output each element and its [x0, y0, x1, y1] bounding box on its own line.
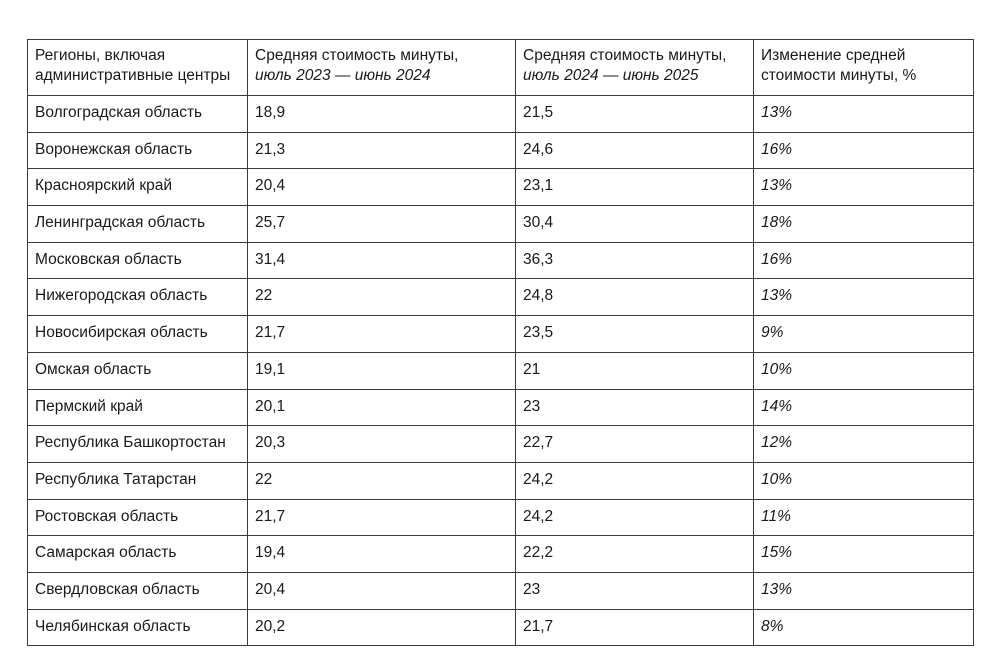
cell-change: 9%	[753, 315, 974, 353]
cell-price-2023: 21,7	[247, 498, 516, 537]
cell-price-2023: 22	[247, 461, 516, 500]
cell-region: Республика Татарстан	[27, 461, 248, 500]
cell-price-2024: 21,5	[515, 95, 754, 133]
table-row: Нижегородская область 22 24,8 13%	[27, 278, 974, 317]
cell-region: Ростовская область	[27, 498, 248, 537]
cell-price-2023: 21,7	[247, 315, 516, 353]
cell-region: Самарская область	[27, 535, 248, 573]
table-row: Самарская область 19,4 22,2 15%	[27, 535, 974, 573]
table-row: Ростовская область 21,7 24,2 11%	[27, 498, 974, 537]
header-price-2023: Средняя стоимость минуты, июль 2023 — ию…	[247, 39, 516, 96]
cell-region: Воронежская область	[27, 131, 248, 170]
cell-price-2023: 20,4	[247, 168, 516, 207]
cell-price-2023: 25,7	[247, 205, 516, 243]
table-row: Свердловская область 20,4 23 13%	[27, 571, 974, 610]
header-change-label: Изменение средней стоимости минуты, %	[761, 47, 917, 84]
header-region: Регионы, включая административные центры	[27, 39, 248, 96]
header-price-2024-period: июль 2024 — июнь 2025	[523, 67, 699, 84]
cell-region: Московская область	[27, 241, 248, 280]
cell-region: Свердловская область	[27, 571, 248, 610]
cell-change: 16%	[753, 241, 974, 280]
table-row: Красноярский край 20,4 23,1 13%	[27, 168, 974, 207]
cell-price-2024: 23	[515, 388, 754, 427]
cell-region: Пермский край	[27, 388, 248, 427]
cell-price-2023: 20,4	[247, 571, 516, 610]
cell-price-2024: 30,4	[515, 205, 754, 243]
cell-change: 15%	[753, 535, 974, 573]
cell-change: 13%	[753, 571, 974, 610]
cell-price-2024: 24,2	[515, 461, 754, 500]
table-row: Республика Башкортостан 20,3 22,7 12%	[27, 425, 974, 463]
cell-change: 14%	[753, 388, 974, 427]
cell-price-2023: 18,9	[247, 95, 516, 133]
cell-price-2024: 23,1	[515, 168, 754, 207]
cell-price-2023: 19,4	[247, 535, 516, 573]
cell-change: 8%	[753, 608, 974, 647]
cell-change: 13%	[753, 278, 974, 317]
cell-region: Ленинградская область	[27, 205, 248, 243]
header-region-label: Регионы, включая административные центры	[35, 47, 231, 84]
cell-price-2024: 21,7	[515, 608, 754, 647]
cell-change: 18%	[753, 205, 974, 243]
cell-price-2024: 36,3	[515, 241, 754, 280]
header-row: Регионы, включая административные центры…	[27, 39, 974, 96]
cell-region: Республика Башкортостан	[27, 425, 248, 463]
cell-price-2024: 22,7	[515, 425, 754, 463]
cell-price-2023: 19,1	[247, 351, 516, 390]
cell-change: 13%	[753, 168, 974, 207]
table-row: Московская область 31,4 36,3 16%	[27, 241, 974, 280]
cell-price-2023: 20,3	[247, 425, 516, 463]
cell-region: Нижегородская область	[27, 278, 248, 317]
cell-change: 16%	[753, 131, 974, 170]
table-row: Ленинградская область 25,7 30,4 18%	[27, 205, 974, 243]
cell-price-2024: 24,6	[515, 131, 754, 170]
cell-change: 13%	[753, 95, 974, 133]
cell-price-2024: 21	[515, 351, 754, 390]
cell-price-2023: 21,3	[247, 131, 516, 170]
header-price-2023-label: Средняя стоимость минуты,	[255, 47, 459, 64]
header-price-2023-period: июль 2023 — июнь 2024	[255, 67, 431, 84]
header-change: Изменение средней стоимости минуты, %	[753, 39, 974, 96]
price-table-container: Регионы, включая административные центры…	[27, 39, 974, 647]
cell-region: Новосибирская область	[27, 315, 248, 353]
table-row: Пермский край 20,1 23 14%	[27, 388, 974, 427]
cell-price-2024: 23	[515, 571, 754, 610]
cell-price-2023: 20,1	[247, 388, 516, 427]
table-row: Воронежская область 21,3 24,6 16%	[27, 131, 974, 170]
table-row: Волгоградская область 18,9 21,5 13%	[27, 95, 974, 133]
cell-price-2024: 23,5	[515, 315, 754, 353]
table-row: Республика Татарстан 22 24,2 10%	[27, 461, 974, 500]
table-row: Омская область 19,1 21 10%	[27, 351, 974, 390]
table-row: Новосибирская область 21,7 23,5 9%	[27, 315, 974, 353]
cell-region: Красноярский край	[27, 168, 248, 207]
cell-change: 12%	[753, 425, 974, 463]
header-price-2024: Средняя стоимость минуты, июль 2024 — ию…	[515, 39, 754, 96]
table-body: Волгоградская область 18,9 21,5 13% Воронежс…	[27, 95, 974, 647]
header-price-2024-label: Средняя стоимость минуты,	[523, 47, 727, 64]
cell-price-2023: 20,2	[247, 608, 516, 647]
cell-region: Волгоградская область	[27, 95, 248, 133]
cell-price-2023: 31,4	[247, 241, 516, 280]
table-row: Челябинская область 20,2 21,7 8%	[27, 608, 974, 647]
cell-price-2024: 22,2	[515, 535, 754, 573]
cell-change: 10%	[753, 461, 974, 500]
cell-change: 11%	[753, 498, 974, 537]
cell-price-2024: 24,8	[515, 278, 754, 317]
cell-price-2023: 22	[247, 278, 516, 317]
cell-change: 10%	[753, 351, 974, 390]
price-table: Регионы, включая административные центры…	[27, 39, 974, 647]
cell-region: Омская область	[27, 351, 248, 390]
cell-region: Челябинская область	[27, 608, 248, 647]
cell-price-2024: 24,2	[515, 498, 754, 537]
